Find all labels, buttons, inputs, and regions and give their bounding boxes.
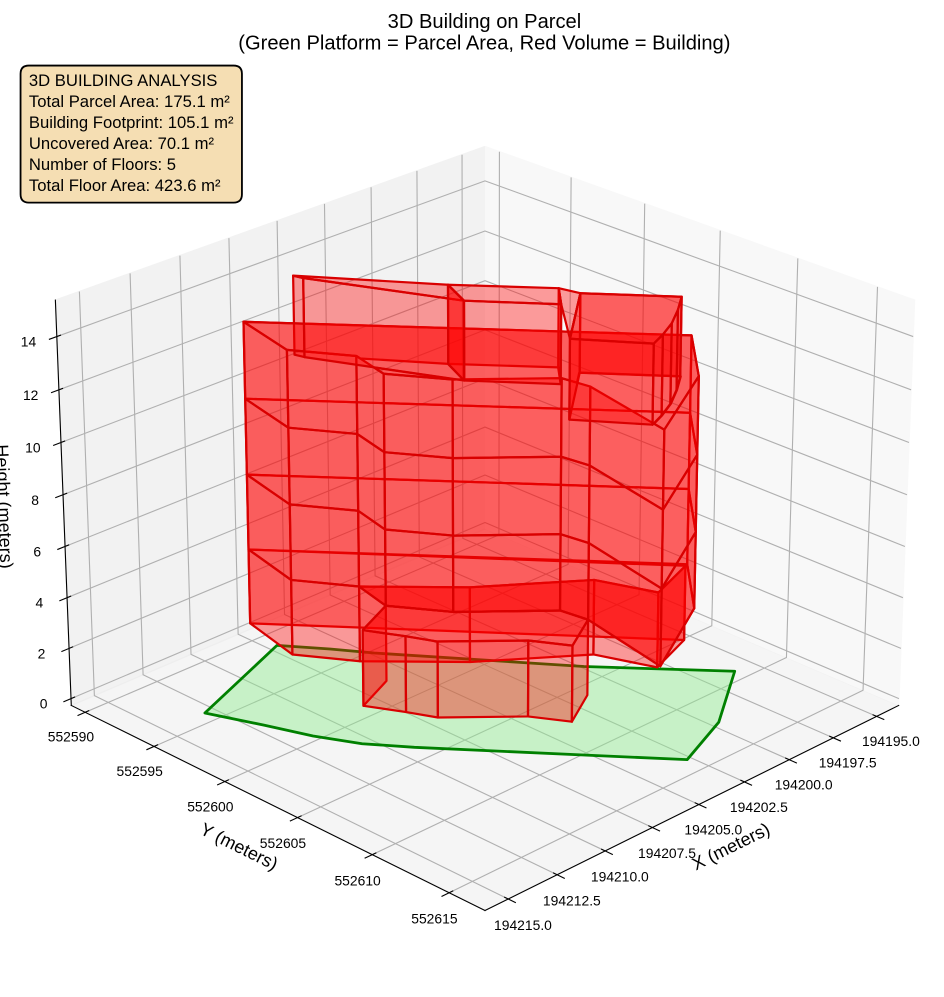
svg-text:2: 2	[38, 645, 46, 661]
svg-text:Total Floor Area: 423.6 m²: Total Floor Area: 423.6 m²	[29, 176, 221, 195]
svg-text:552600: 552600	[187, 799, 234, 815]
svg-text:0: 0	[40, 696, 48, 712]
svg-text:Building Footprint: 105.1 m²: Building Footprint: 105.1 m²	[29, 113, 234, 132]
svg-text:Number of Floors: 5: Number of Floors: 5	[29, 155, 176, 174]
svg-text:10: 10	[25, 440, 41, 456]
svg-text:194195.0: 194195.0	[862, 733, 920, 749]
svg-text:Total Parcel Area: 175.1 m²: Total Parcel Area: 175.1 m²	[29, 92, 230, 111]
svg-text:552610: 552610	[334, 872, 381, 888]
svg-text:6: 6	[33, 544, 41, 560]
svg-text:3D BUILDING ANALYSIS: 3D BUILDING ANALYSIS	[29, 71, 218, 90]
svg-text:552615: 552615	[411, 911, 458, 927]
svg-text:194212.5: 194212.5	[543, 893, 601, 909]
svg-text:194215.0: 194215.0	[494, 917, 552, 933]
svg-text:194202.5: 194202.5	[730, 799, 788, 815]
svg-text:194197.5: 194197.5	[819, 754, 877, 770]
svg-text:552590: 552590	[48, 729, 95, 745]
svg-text:8: 8	[31, 492, 39, 508]
svg-text:4: 4	[36, 595, 44, 611]
svg-text:194205.0: 194205.0	[684, 822, 742, 838]
svg-text:12: 12	[23, 387, 39, 403]
svg-text:194207.5: 194207.5	[638, 845, 696, 861]
svg-text:14: 14	[21, 334, 37, 350]
svg-text:552605: 552605	[260, 835, 307, 851]
svg-text:Height (meters): Height (meters)	[0, 444, 17, 569]
svg-text:Uncovered Area: 70.1 m²: Uncovered Area: 70.1 m²	[29, 134, 215, 153]
svg-text:(Green Platform = Parcel Area,: (Green Platform = Parcel Area, Red Volum…	[238, 33, 730, 55]
svg-text:194210.0: 194210.0	[591, 869, 649, 885]
svg-text:3D Building on Parcel: 3D Building on Parcel	[388, 11, 582, 33]
svg-text:552595: 552595	[117, 763, 164, 779]
svg-text:194200.0: 194200.0	[775, 776, 833, 792]
